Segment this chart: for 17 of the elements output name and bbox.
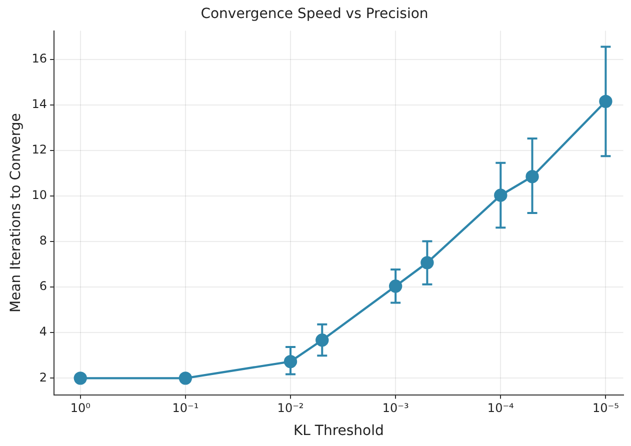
y-tick-label: 14	[32, 96, 48, 111]
y-tick-label: 12	[32, 142, 48, 157]
y-tick-label: 16	[32, 51, 48, 66]
x-tick-label: 10⁰	[70, 401, 91, 416]
x-tick-label: 10⁻⁴	[487, 401, 514, 416]
y-tick-label: 8	[39, 234, 48, 248]
x-tick-label: 10⁻³	[382, 401, 409, 416]
y-tick-label: 6	[39, 279, 48, 294]
y-tick-label: 2	[39, 370, 48, 384]
x-axis-title: KL Threshold	[293, 423, 384, 440]
x-tick-label: 10⁻⁵	[592, 401, 620, 416]
y-tick-label: 10	[32, 188, 48, 202]
y-axis-title: Mean Iterations to Converge	[8, 113, 24, 312]
chart-title: Convergence Speed vs Precision	[200, 6, 428, 22]
x-tick-label: 10⁻²	[277, 401, 304, 416]
y-tick-label: 4	[39, 324, 48, 339]
x-tick-label: 10⁻¹	[172, 401, 199, 416]
